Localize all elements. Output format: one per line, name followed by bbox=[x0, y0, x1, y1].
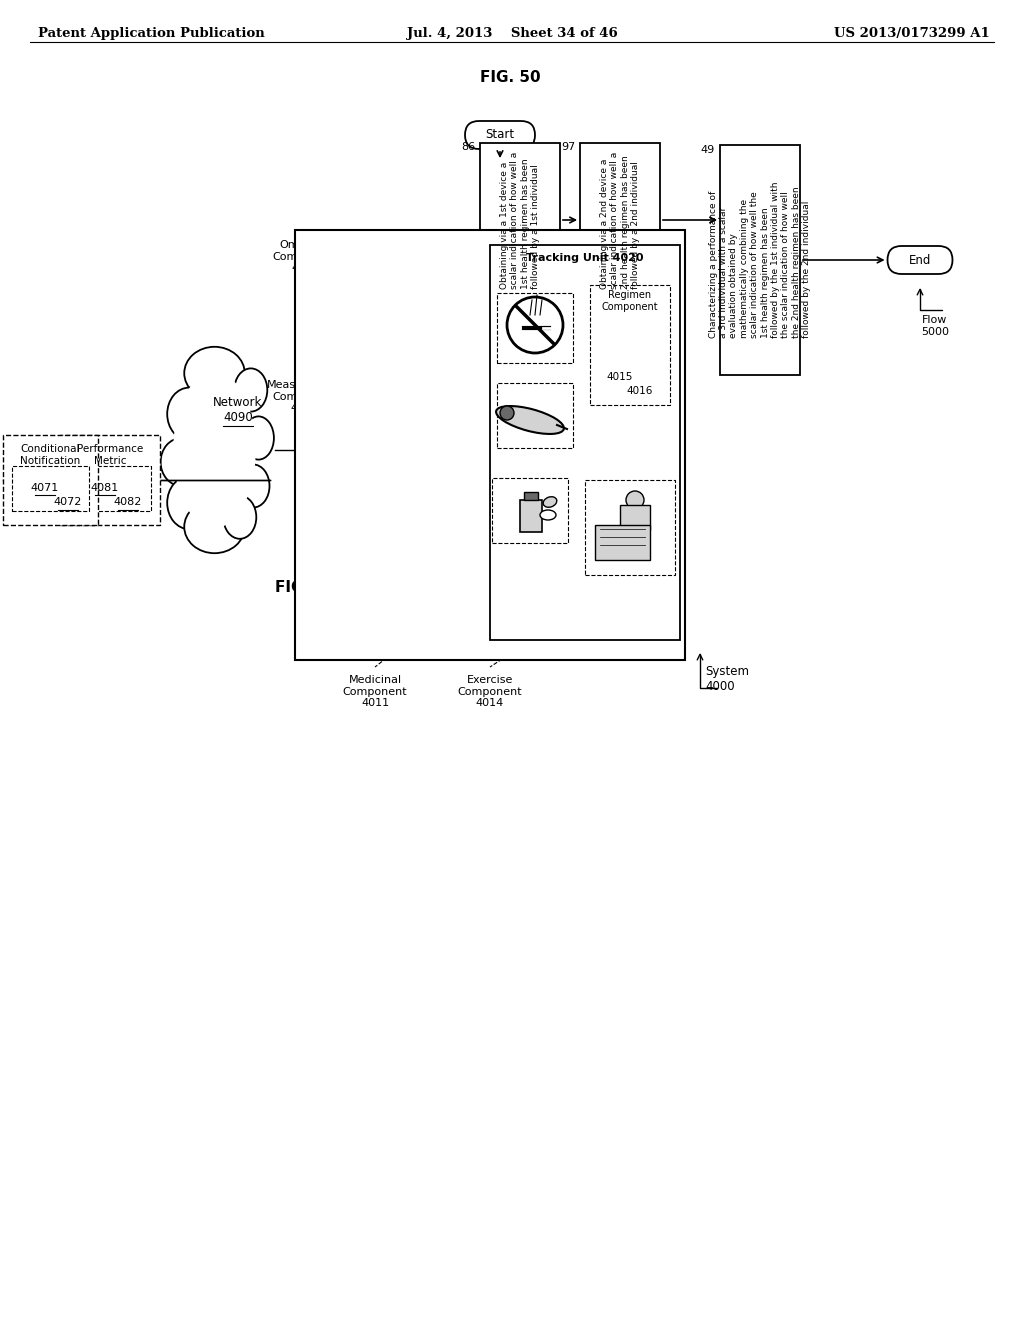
Text: 97: 97 bbox=[561, 143, 575, 153]
Text: FIG. 40: FIG. 40 bbox=[274, 579, 335, 595]
Ellipse shape bbox=[223, 495, 256, 539]
Text: Regimen
Component: Regimen Component bbox=[602, 290, 658, 312]
Bar bbox=[585, 480, 675, 576]
Bar bbox=[490, 246, 680, 640]
Bar bbox=[69, 466, 151, 511]
Text: Patent Application Publication: Patent Application Publication bbox=[38, 26, 265, 40]
Text: Network
4090: Network 4090 bbox=[213, 396, 263, 424]
Text: Medicinal
Component
4011: Medicinal Component 4011 bbox=[343, 675, 408, 709]
Ellipse shape bbox=[167, 477, 211, 529]
Text: FIG. 50: FIG. 50 bbox=[480, 70, 541, 84]
Text: 4081: 4081 bbox=[91, 483, 119, 492]
Text: Jul. 4, 2013    Sheet 34 of 46: Jul. 4, 2013 Sheet 34 of 46 bbox=[407, 26, 617, 40]
Bar bbox=[580, 143, 660, 297]
Circle shape bbox=[507, 297, 563, 352]
Bar bbox=[60, 436, 160, 525]
Text: Characterizing a performance of
a 3rd individual with a scalar
evaluation obtain: Characterizing a performance of a 3rd in… bbox=[709, 182, 811, 338]
Ellipse shape bbox=[243, 416, 273, 459]
Ellipse shape bbox=[234, 368, 267, 412]
Text: Flow
5000: Flow 5000 bbox=[921, 315, 949, 337]
Ellipse shape bbox=[184, 500, 245, 553]
Bar bbox=[480, 143, 560, 297]
Circle shape bbox=[511, 301, 559, 348]
Text: System: System bbox=[705, 665, 749, 678]
Bar bbox=[497, 293, 573, 363]
Text: Omission
Component
4013: Omission Component 4013 bbox=[272, 240, 337, 273]
Bar bbox=[520, 500, 542, 532]
Text: Performance
Metric: Performance Metric bbox=[77, 445, 143, 466]
Ellipse shape bbox=[540, 510, 556, 520]
Text: 86: 86 bbox=[461, 143, 475, 153]
Ellipse shape bbox=[543, 496, 557, 507]
Circle shape bbox=[626, 491, 644, 510]
FancyBboxPatch shape bbox=[888, 246, 952, 275]
Bar bbox=[590, 285, 670, 405]
Text: End: End bbox=[909, 253, 931, 267]
Text: 4071: 4071 bbox=[31, 483, 59, 492]
Text: Measurement
Component
4012: Measurement Component 4012 bbox=[266, 380, 343, 413]
Text: 4015: 4015 bbox=[607, 372, 633, 381]
Bar bbox=[720, 145, 800, 375]
Bar bbox=[295, 230, 685, 660]
Bar bbox=[2, 436, 97, 525]
Ellipse shape bbox=[184, 347, 245, 400]
Text: Obtaining via a 1st device a
scalar indication of how well a
1st health regimen : Obtaining via a 1st device a scalar indi… bbox=[500, 152, 540, 289]
Bar bbox=[497, 383, 573, 447]
Bar bbox=[524, 492, 538, 500]
Text: 49: 49 bbox=[700, 145, 715, 154]
Text: Exercise
Component
4014: Exercise Component 4014 bbox=[458, 675, 522, 709]
Text: 4072: 4072 bbox=[54, 498, 82, 507]
Text: 4000: 4000 bbox=[705, 680, 734, 693]
Ellipse shape bbox=[167, 388, 211, 441]
Ellipse shape bbox=[173, 372, 256, 528]
Ellipse shape bbox=[237, 465, 269, 508]
Bar bbox=[620, 506, 650, 531]
Ellipse shape bbox=[161, 438, 203, 486]
Text: Obtaining via a 2nd device a
scalar indication of how well a
2nd health regimen : Obtaining via a 2nd device a scalar indi… bbox=[600, 152, 640, 289]
Text: 4016: 4016 bbox=[627, 385, 653, 396]
Text: US 2013/0173299 A1: US 2013/0173299 A1 bbox=[835, 26, 990, 40]
Ellipse shape bbox=[496, 407, 564, 434]
Circle shape bbox=[500, 407, 514, 420]
Text: Start: Start bbox=[485, 128, 515, 141]
Bar bbox=[492, 478, 568, 543]
Bar bbox=[11, 466, 88, 511]
Text: 4082: 4082 bbox=[114, 498, 142, 507]
Text: Tracking Unit 4020: Tracking Unit 4020 bbox=[526, 253, 644, 263]
Text: Conditional
Notification: Conditional Notification bbox=[19, 445, 80, 466]
Bar bbox=[595, 525, 650, 560]
FancyBboxPatch shape bbox=[465, 121, 535, 149]
